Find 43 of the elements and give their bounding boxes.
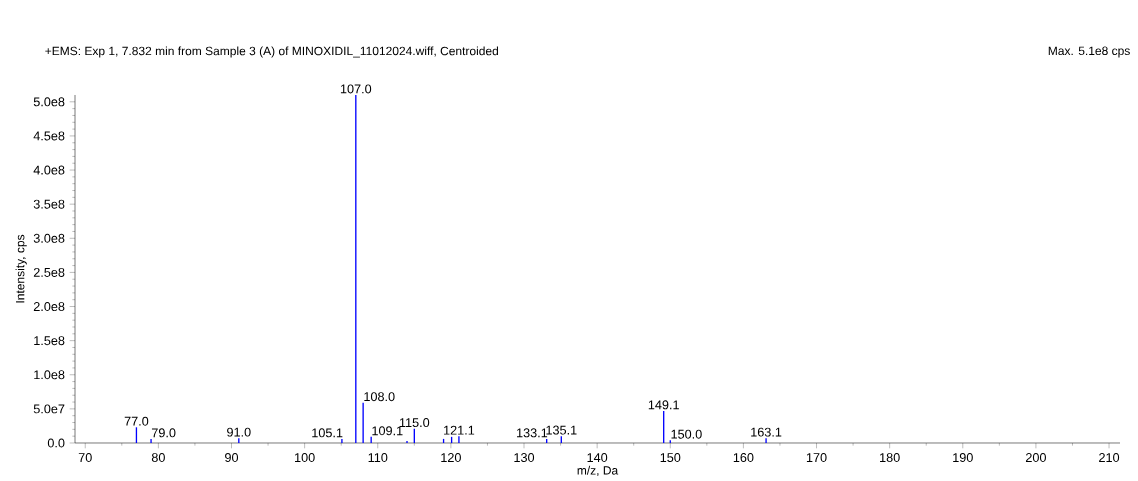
- annotation: 79.0: [151, 428, 176, 438]
- x-tick-label: 190: [953, 453, 973, 463]
- x-tick-label: 200: [1025, 453, 1046, 463]
- y-tick-label: 1.0e8: [34, 370, 65, 380]
- annotation: 135.1: [546, 425, 577, 435]
- x-tick-label: 140: [587, 453, 608, 463]
- y-axis-title: Intensity, cps: [15, 235, 27, 303]
- annotation: 149.1: [648, 400, 679, 410]
- annotation: 121.1: [444, 425, 475, 435]
- x-tick-label: 120: [441, 453, 461, 463]
- y-tick-label: 5.0e7: [33, 404, 65, 414]
- annotation: 77.0: [124, 416, 149, 426]
- annotation: 150.0: [671, 429, 702, 439]
- y-tick-label: 3.5e8: [33, 199, 65, 209]
- y-tick-label: 2.5e8: [33, 268, 65, 278]
- annotation: 108.0: [364, 392, 395, 402]
- y-tick-label: 0.0: [47, 438, 65, 448]
- annotation: 91.0: [227, 427, 251, 437]
- x-tick-label: 160: [733, 453, 754, 463]
- x-tick-label: 210: [1099, 453, 1120, 463]
- annotation: 107.0: [340, 84, 372, 94]
- x-tick-label: 150: [660, 453, 681, 463]
- x-tick-label: 170: [806, 453, 827, 463]
- y-tick-label: 4.0e8: [33, 165, 65, 175]
- annotation: 133.1: [517, 428, 548, 438]
- x-tick-label: 80: [151, 453, 165, 463]
- y-tick-label: 3.0e8: [33, 234, 65, 244]
- text: Max. 5.1e8 cps: [1048, 46, 1130, 58]
- x-tick-label: 70: [78, 453, 92, 463]
- annotation: 109.1: [372, 426, 403, 436]
- annotation: 163.1: [751, 427, 782, 437]
- x-tick-label: 90: [225, 453, 239, 463]
- x-tick-label: 110: [368, 453, 388, 463]
- x-tick-label: 130: [514, 453, 535, 463]
- y-tick-label: 2.0e8: [33, 302, 65, 312]
- x-tick-label: 180: [880, 453, 900, 463]
- y-tick-label: 5.0e8: [33, 97, 65, 107]
- y-tick-label: 1.5e8: [34, 336, 65, 346]
- x-axis-title: m/z, Da: [577, 466, 619, 477]
- annotation: 105.1: [312, 428, 343, 438]
- x-tick-label: 100: [295, 453, 315, 463]
- chart-title: +EMS: Exp 1, 7.832 min from Sample 3 (A) of MINOXIDIL_11012024.wiff, Centroided: [45, 46, 498, 58]
- y-tick-label: 4.5e8: [33, 131, 65, 141]
